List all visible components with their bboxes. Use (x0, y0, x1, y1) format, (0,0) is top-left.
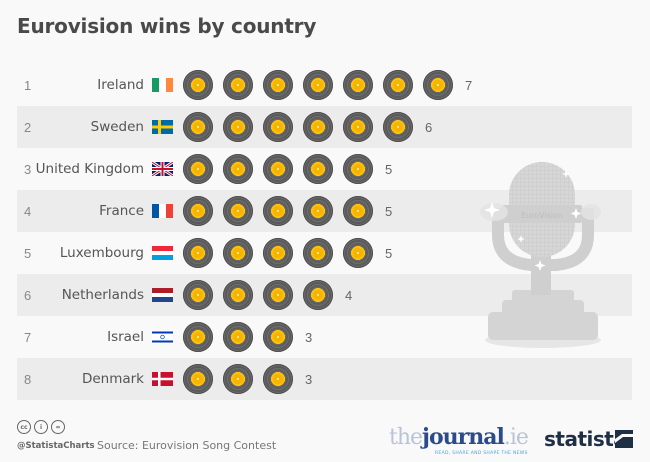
svg-text:EuroVision: EuroVision (521, 211, 563, 220)
thejournal-logo[interactable]: thejournal.ie (389, 424, 529, 450)
chart-row: 8 Denmark 3 (17, 358, 632, 400)
rank-label: 7 (24, 329, 32, 345)
microphone-trophy-icon: EuroVision (480, 162, 601, 348)
by-icon: i (34, 420, 48, 434)
rank-label: 8 (24, 371, 32, 387)
chart-row: 2 Sweden 6 (17, 106, 632, 148)
wins-pictogram: 5 (183, 238, 392, 268)
netherlands-flag (152, 288, 173, 302)
vinyl-record-icon (223, 196, 253, 226)
vinyl-record-icon (303, 196, 333, 226)
statista-handle[interactable]: @StatistaCharts (17, 441, 95, 451)
vinyl-record-icon (183, 112, 213, 142)
wins-pictogram: 3 (183, 322, 312, 352)
vinyl-record-icon (183, 196, 213, 226)
rank-label: 1 (24, 77, 32, 93)
win-count: 3 (305, 329, 313, 345)
vinyl-record-icon (343, 196, 373, 226)
vinyl-record-icon (223, 70, 253, 100)
chart-row: 1 Ireland 7 (17, 64, 632, 106)
wins-pictogram: 4 (183, 280, 352, 310)
country-label: Ireland (97, 77, 144, 93)
country-label: Israel (107, 329, 144, 345)
win-count: 5 (385, 161, 393, 177)
vinyl-record-icon (183, 238, 213, 268)
vinyl-record-icon (303, 154, 333, 184)
wins-pictogram: 5 (183, 154, 392, 184)
vinyl-record-icon (223, 364, 253, 394)
rank-label: 4 (24, 203, 32, 219)
vinyl-record-icon (263, 196, 293, 226)
vinyl-record-icon (343, 70, 373, 100)
vinyl-record-icon (343, 154, 373, 184)
statista-logo-text[interactable]: statista (544, 427, 627, 451)
denmark-flag (152, 372, 173, 386)
country-label: Denmark (81, 371, 144, 387)
vinyl-record-icon (303, 70, 333, 100)
win-count: 7 (465, 77, 473, 93)
ireland-flag (152, 78, 173, 92)
cc-icon: cc (17, 420, 31, 434)
vinyl-record-icon (263, 280, 293, 310)
vinyl-record-icon (183, 70, 213, 100)
chart-row: 3 United Kingdom 5 (17, 148, 632, 190)
vinyl-record-icon (223, 154, 253, 184)
win-count: 6 (425, 119, 433, 135)
win-count: 4 (345, 287, 353, 303)
nd-icon: = (51, 420, 65, 434)
country-label: Sweden (90, 119, 144, 135)
rank-label: 2 (24, 119, 32, 135)
vinyl-record-icon (263, 238, 293, 268)
israel-flag (152, 330, 173, 344)
rank-label: 5 (24, 245, 32, 261)
vinyl-record-icon (263, 70, 293, 100)
vinyl-record-icon (383, 112, 413, 142)
rank-label: 6 (24, 287, 32, 303)
win-count: 5 (385, 203, 393, 219)
france-flag (152, 204, 173, 218)
country-label: United Kingdom (35, 161, 144, 177)
vinyl-record-icon (223, 280, 253, 310)
source-note: Source: Eurovision Song Contest (97, 439, 277, 452)
vinyl-record-icon (343, 238, 373, 268)
wins-pictogram: 7 (183, 70, 472, 100)
vinyl-record-icon (303, 280, 333, 310)
sweden-flag (152, 120, 173, 134)
vinyl-record-icon (223, 238, 253, 268)
country-label: Netherlands (61, 287, 144, 303)
wins-pictogram: 5 (183, 196, 392, 226)
vinyl-record-icon (343, 112, 373, 142)
vinyl-record-icon (303, 238, 333, 268)
vinyl-record-icon (263, 154, 293, 184)
footer: cc i = @StatistaCharts Source: Eurovisio… (17, 420, 633, 460)
license-icons[interactable]: cc i = (17, 420, 65, 434)
wins-pictogram: 3 (183, 364, 312, 394)
luxembourg-flag (152, 246, 173, 260)
chart-row: 5 Luxembourg 5 (17, 232, 632, 274)
vinyl-record-icon (263, 112, 293, 142)
vinyl-record-icon (423, 70, 453, 100)
vinyl-record-icon (223, 322, 253, 352)
chart-row: 7 Israel 3 (17, 316, 632, 358)
vinyl-record-icon (263, 322, 293, 352)
vinyl-record-icon (223, 112, 253, 142)
vinyl-record-icon (183, 280, 213, 310)
chart-title: Eurovision wins by country (17, 14, 317, 38)
uk-flag (152, 162, 173, 176)
rank-label: 3 (24, 161, 32, 177)
vinyl-record-icon (303, 112, 333, 142)
vinyl-record-icon (263, 364, 293, 394)
win-count: 3 (305, 371, 313, 387)
thejournal-tagline: READ, SHARE AND SHAPE THE NEWS (435, 451, 528, 456)
statista-logo-icon (615, 430, 633, 448)
vinyl-record-icon (183, 154, 213, 184)
wins-pictogram: 6 (183, 112, 432, 142)
country-label: France (99, 203, 144, 219)
vinyl-record-icon (183, 322, 213, 352)
vinyl-record-icon (383, 70, 413, 100)
vinyl-record-icon (183, 364, 213, 394)
country-label: Luxembourg (59, 245, 144, 261)
win-count: 5 (385, 245, 393, 261)
